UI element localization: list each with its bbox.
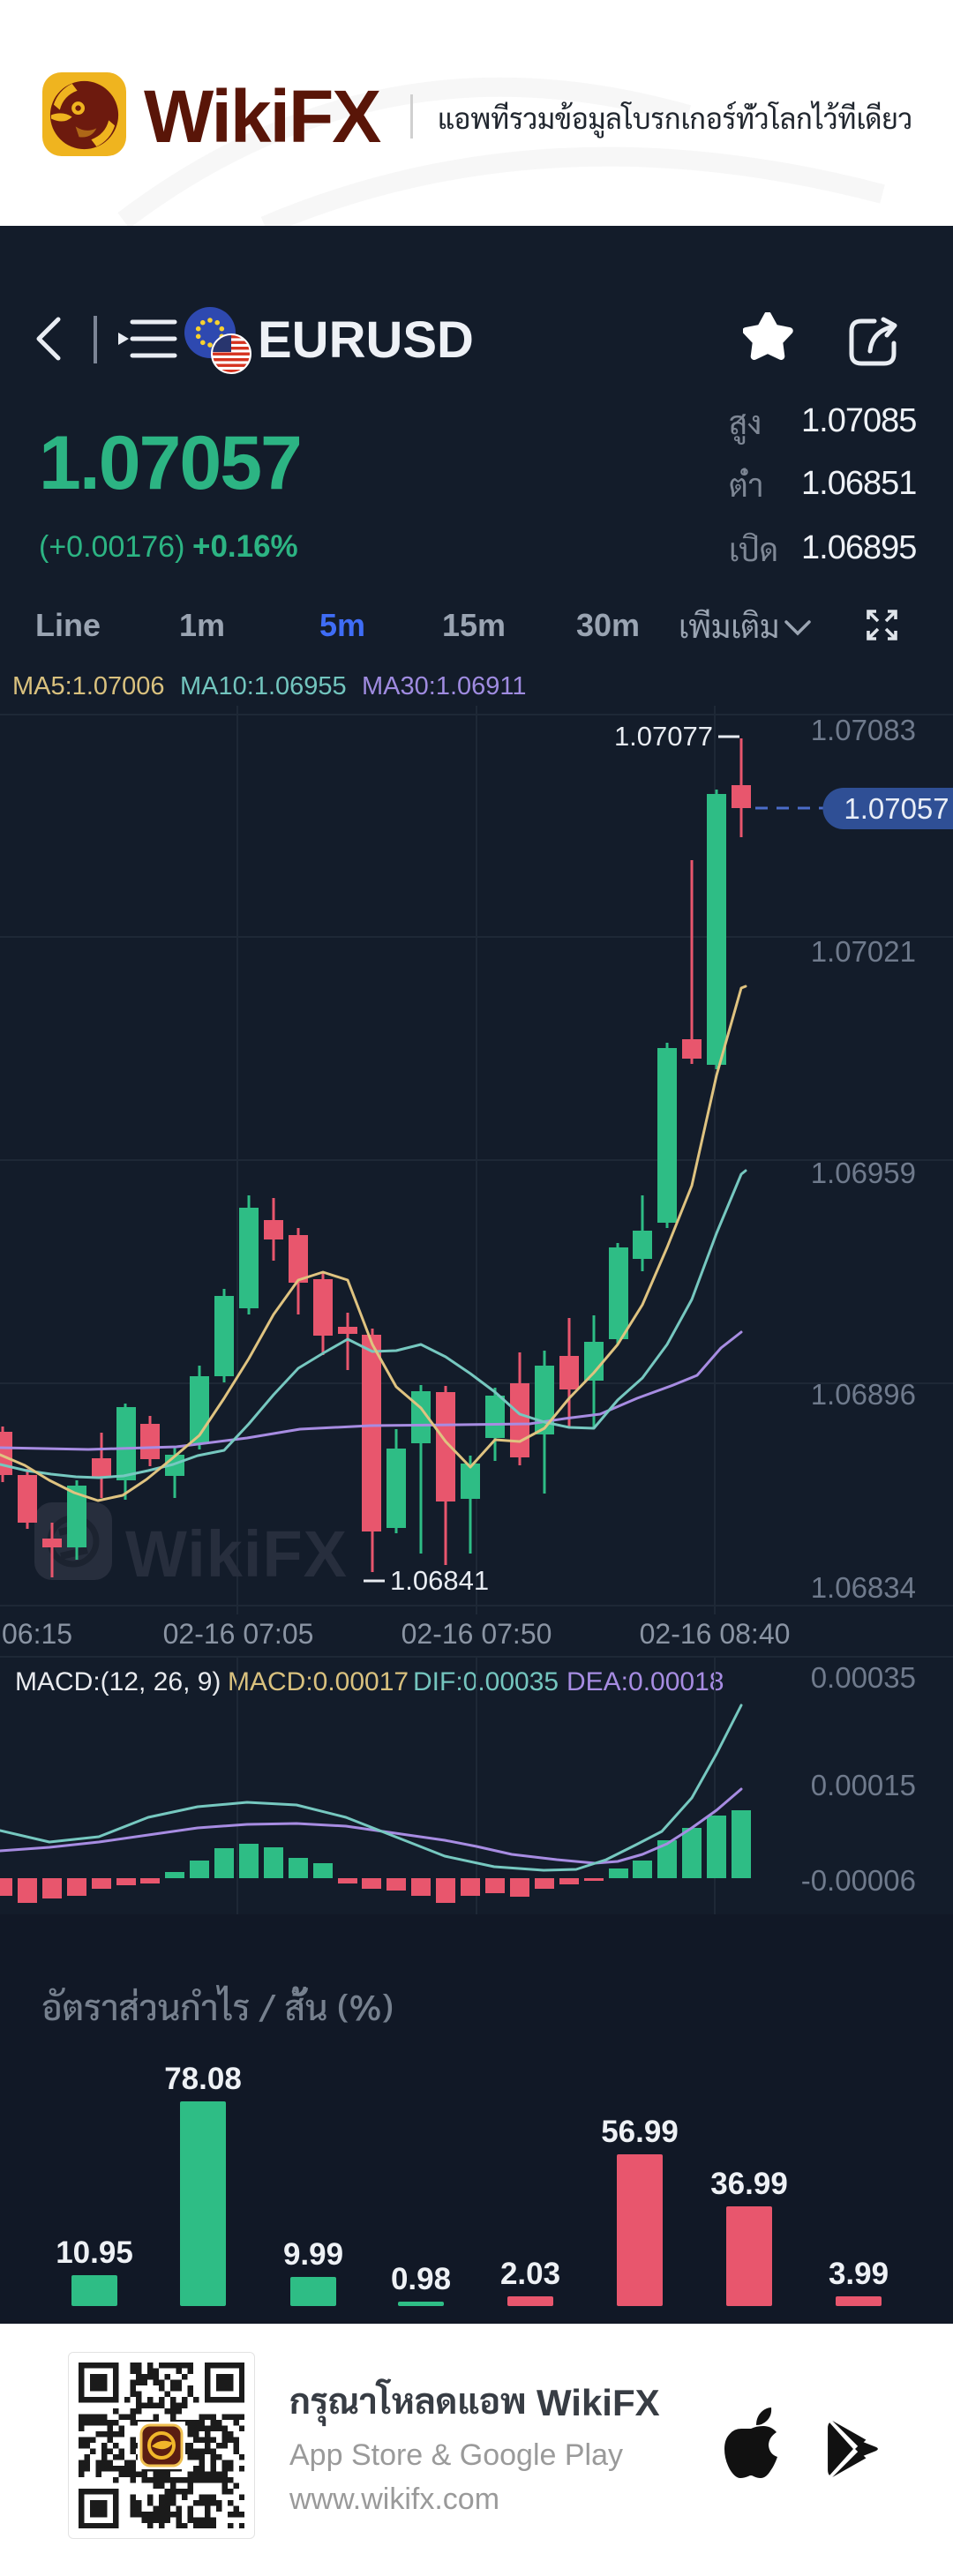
svg-text:0.00015: 0.00015 bbox=[811, 1769, 916, 1801]
svg-text:10.95: 10.95 bbox=[56, 2235, 133, 2270]
svg-text:1.07057: 1.07057 bbox=[844, 792, 949, 825]
svg-text:36.99: 36.99 bbox=[710, 2167, 788, 2201]
svg-text:1.06896: 1.06896 bbox=[811, 1378, 916, 1411]
svg-text:1.07083: 1.07083 bbox=[811, 714, 916, 746]
svg-text:1.06841: 1.06841 bbox=[390, 1565, 489, 1596]
svg-text:0.98: 0.98 bbox=[391, 2262, 451, 2296]
svg-text:0.00035: 0.00035 bbox=[811, 1661, 916, 1694]
svg-text:2.03: 2.03 bbox=[500, 2257, 560, 2291]
svg-text:1.06834: 1.06834 bbox=[811, 1571, 916, 1604]
svg-text:1.06959: 1.06959 bbox=[811, 1157, 916, 1189]
svg-text:56.99: 56.99 bbox=[601, 2115, 679, 2149]
svg-text:78.08: 78.08 bbox=[164, 2062, 242, 2096]
svg-text:3.99: 3.99 bbox=[829, 2257, 889, 2291]
svg-text:1.07077: 1.07077 bbox=[614, 721, 713, 752]
svg-text:-0.00006: -0.00006 bbox=[801, 1864, 916, 1897]
svg-text:WikiFX: WikiFX bbox=[125, 1517, 348, 1591]
svg-text:1.07021: 1.07021 bbox=[811, 935, 916, 968]
svg-text:9.99: 9.99 bbox=[283, 2237, 343, 2272]
